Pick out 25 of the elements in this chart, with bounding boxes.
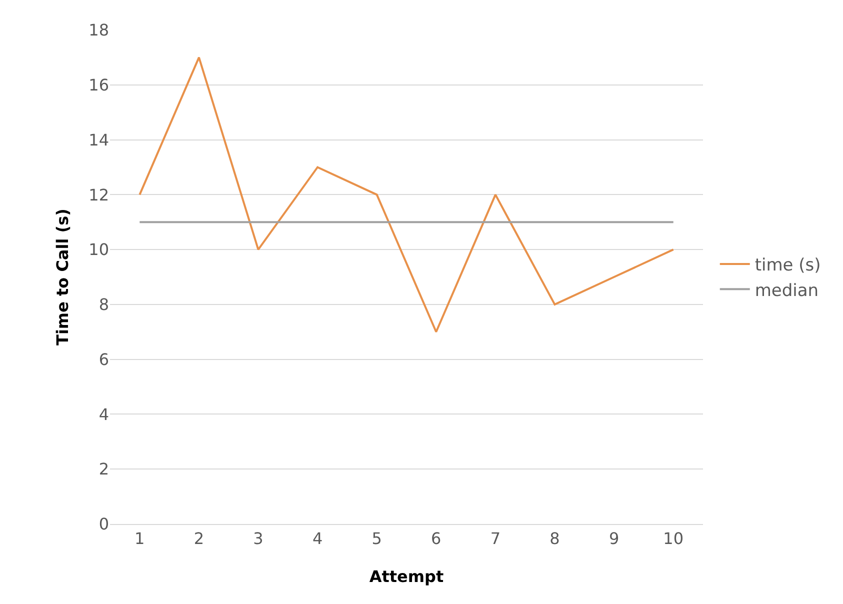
x-tick-label: 2 (194, 529, 204, 548)
y-tick-label: 16 (88, 75, 109, 94)
y-tick-label: 12 (88, 185, 109, 204)
x-tick-label: 1 (134, 529, 145, 548)
x-tick-label: 9 (608, 529, 620, 548)
x-tick-label: 5 (372, 529, 382, 548)
x-axis-title: Attempt (369, 567, 444, 586)
y-tick-label: 2 (98, 460, 109, 479)
x-tick-label: 10 (663, 529, 684, 548)
y-tick-label: 8 (98, 295, 109, 314)
x-tick-label: 8 (550, 529, 560, 548)
y-tick-label: 6 (98, 350, 109, 369)
y-tick-label: 10 (88, 240, 109, 260)
y-tick-label: 4 (98, 404, 109, 424)
y-tick-label: 0 (98, 514, 109, 534)
x-tick-label: 7 (490, 529, 501, 548)
y-axis-title: Time to Call (s) (53, 208, 72, 346)
x-tick-label: 4 (312, 529, 323, 548)
y-tick-label: 14 (88, 130, 109, 150)
x-tick-label: 6 (431, 529, 442, 548)
y-tick-label: 18 (88, 20, 109, 40)
x-tick-label: 3 (253, 529, 264, 548)
line-series (138, 56, 674, 333)
legend-label: time (s) (754, 256, 821, 276)
legend-label: median (754, 280, 819, 301)
